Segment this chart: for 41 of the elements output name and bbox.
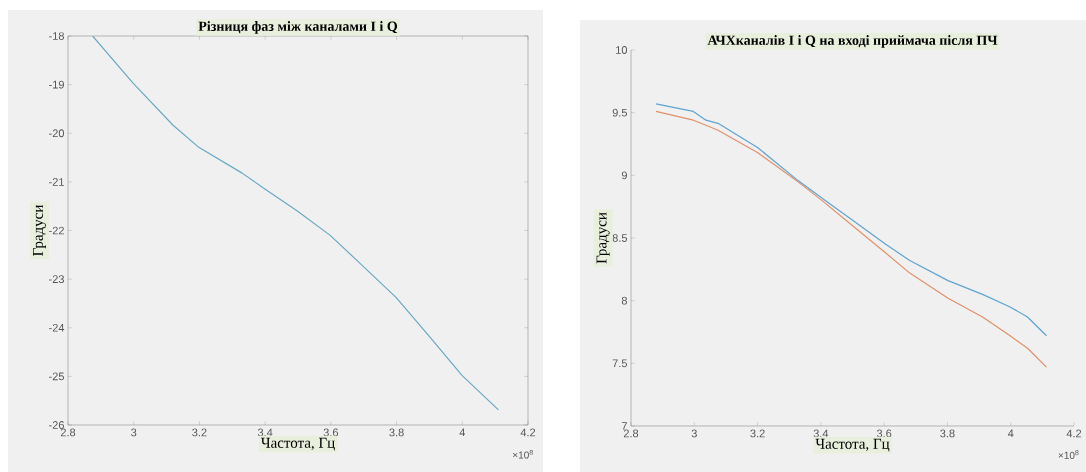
- x-tick-label: 3: [691, 429, 697, 438]
- y-tick-label: -21: [49, 178, 64, 186]
- y-tick-label: -23: [49, 275, 64, 284]
- x-tick-label: 3.8: [940, 429, 955, 438]
- x-tick-label: 2.8: [60, 428, 76, 437]
- y-tick-label: -24: [49, 323, 65, 332]
- x-tick-label: 3: [131, 428, 137, 437]
- x-tick-label: 3.2: [192, 428, 207, 437]
- y-tick-label: -19: [49, 80, 64, 89]
- y-tick-label: 9.5: [612, 108, 627, 117]
- x-tick-label: 3.4: [257, 428, 273, 437]
- y-tick-label: -18: [49, 32, 64, 40]
- line-series: [92, 36, 500, 411]
- y-tick-label: 10: [616, 46, 628, 54]
- y-axis-title: Градуси: [32, 204, 47, 256]
- y-tick-label: -20: [49, 129, 65, 138]
- x-tick-label: 4.2: [520, 428, 536, 437]
- y-tick-label: -25: [49, 372, 64, 381]
- chart-title: Різниця фаз між каналами I і Q: [198, 21, 398, 34]
- chart-title: АЧХканалів I і Q на вході приймача після ПЧ: [707, 35, 998, 48]
- y-tick-label: 7.5: [612, 359, 627, 368]
- x-axis-title: Частота, Гц: [261, 437, 335, 451]
- x-tick-label: 4: [459, 428, 466, 437]
- x-tick-label: 4: [1007, 429, 1014, 438]
- text: ×10$^{8}$: [1058, 450, 1079, 459]
- x-axis-title: Частота, Гц: [815, 438, 890, 452]
- x-tick-label: 3.6: [323, 428, 339, 437]
- y-tick-label: -26: [49, 421, 64, 429]
- x-tick-label: 3.8: [389, 428, 404, 437]
- x-tick-label: 3.2: [750, 429, 765, 438]
- text: ×10$^{8}$: [513, 449, 533, 459]
- x-tick-label: 3.6: [876, 429, 892, 438]
- y-tick-label: 8: [621, 296, 627, 305]
- y-tick-label: 8.5: [612, 234, 627, 242]
- x-tick-label: 4.2: [1066, 429, 1082, 438]
- x-tick-label: 2.8: [623, 429, 639, 438]
- y-tick-label: 9: [621, 171, 627, 180]
- y-tick-label: -22: [49, 226, 64, 235]
- y-tick-label: 7: [621, 422, 627, 430]
- x-tick-label: 3.4: [813, 429, 829, 438]
- y-axis-title: Градуси: [596, 212, 610, 264]
